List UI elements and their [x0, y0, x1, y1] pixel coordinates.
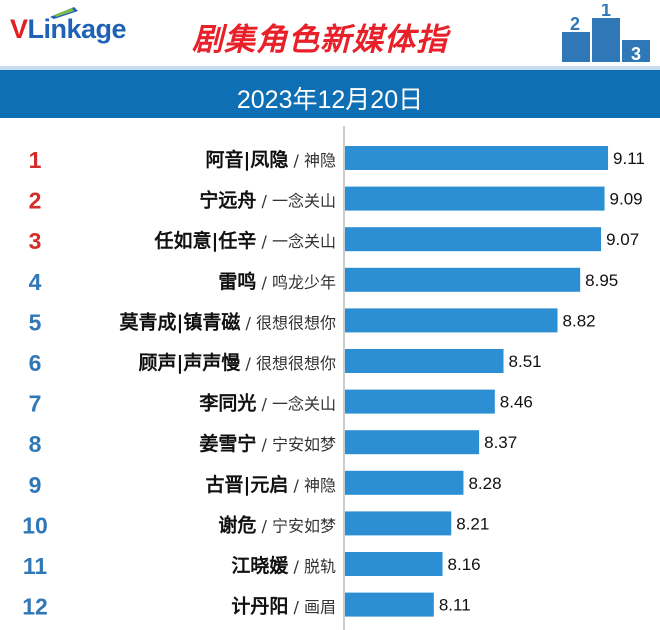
- category-label: 谢危 / 宁安如梦: [218, 513, 336, 536]
- data-bar: [345, 267, 581, 292]
- data-bar: [345, 146, 609, 170]
- data-bar: [345, 430, 480, 455]
- value-label: 8.37: [484, 433, 517, 452]
- label-separator: /: [256, 516, 272, 535]
- podium-label-1: 1: [601, 4, 611, 20]
- category-label: 宁远舟 / 一念关山: [199, 189, 336, 212]
- label-separator: /: [256, 395, 272, 414]
- category-label: 顾声|声声慢 / 很想很想你: [138, 351, 336, 374]
- value-label: 8.51: [509, 352, 542, 371]
- character-name: 李同光: [198, 392, 256, 415]
- character-name: 姜雪宁: [199, 432, 256, 455]
- value-label: 8.95: [585, 271, 618, 290]
- data-bar: [345, 349, 504, 373]
- character-name: 顾声|声声慢: [138, 351, 241, 374]
- podium-label-3: 3: [631, 44, 641, 62]
- value-label: 9.07: [606, 230, 639, 249]
- value-label: 8.82: [563, 311, 596, 330]
- character-name: 计丹阳: [231, 596, 288, 618]
- value-label: 8.28: [468, 474, 501, 493]
- value-label: 8.21: [456, 514, 489, 533]
- podium-label-2: 2: [570, 14, 580, 34]
- data-bar: [345, 511, 452, 536]
- ranking-bar-chart: 1 阿音|凤隐 / 神隐 9.11 2 宁远舟 / 一念关山 9.09 3 任如意|任辛 / …: [22, 126, 645, 630]
- character-name: 雷鸣: [218, 270, 256, 293]
- rank-number: 7: [29, 391, 42, 417]
- rank-number: 3: [29, 228, 42, 254]
- rank-number: 1: [29, 147, 42, 173]
- rank-number: 5: [29, 309, 42, 335]
- logo-link: Link: [27, 14, 82, 44]
- data-bar: [345, 592, 434, 617]
- rank-number: 2: [29, 188, 42, 214]
- data-bar: [345, 308, 558, 333]
- drama-name: 神隐: [304, 476, 336, 495]
- label-separator: /: [256, 232, 272, 251]
- logo-v: V: [10, 14, 28, 44]
- value-label: 9.09: [610, 190, 643, 209]
- rank-number: 11: [23, 553, 48, 579]
- drama-name: 宁安如梦: [272, 516, 336, 535]
- value-label: 8.46: [500, 393, 533, 412]
- label-separator: /: [288, 151, 304, 170]
- rank-number: 6: [29, 350, 42, 376]
- label-separator: /: [240, 313, 256, 332]
- label-separator: /: [288, 598, 304, 617]
- page-title: 剧集角色新媒体指: [192, 22, 448, 58]
- character-name: 宁远舟: [199, 189, 256, 212]
- data-bar: [345, 389, 495, 414]
- category-label: 江晓媛 / 脱轨: [231, 554, 336, 577]
- label-separator: /: [256, 192, 272, 211]
- value-label: 8.16: [448, 555, 481, 574]
- rank-number: 12: [22, 594, 48, 620]
- character-name: 任如意|任辛: [153, 229, 256, 252]
- vlinkage-logo: VLinkage: [10, 7, 127, 45]
- rank-number: 10: [22, 512, 48, 538]
- date-band: [0, 66, 660, 118]
- character-name: 古晋|元启: [205, 473, 288, 496]
- character-name: 莫青成|镇青磁: [119, 310, 240, 333]
- chart-date: 2023年12月20日: [236, 86, 424, 114]
- drama-name: 一念关山: [272, 395, 336, 414]
- rank-number: 9: [29, 472, 42, 498]
- logo-flag-icon: [50, 7, 78, 19]
- category-label: 阿音|凤隐 / 神隐: [205, 148, 336, 171]
- label-separator: /: [288, 557, 304, 576]
- drama-name: 宁安如梦: [272, 435, 336, 454]
- label-separator: /: [240, 354, 256, 373]
- drama-name: 很想很想你: [256, 313, 336, 332]
- label-separator: /: [256, 435, 272, 454]
- data-bar: [345, 470, 464, 495]
- category-label: 古晋|元启 / 神隐: [205, 473, 336, 496]
- podium-icon: 2 1 3: [562, 4, 650, 62]
- logo-age: age: [81, 14, 127, 44]
- data-bar: [345, 186, 605, 211]
- data-bar: [345, 552, 443, 576]
- category-label: 雷鸣 / 鸣龙少年: [218, 270, 336, 293]
- drama-name: 神隐: [304, 151, 336, 170]
- value-label: 9.11: [613, 149, 645, 168]
- drama-name: 一念关山: [272, 232, 336, 251]
- category-label: 李同光 / 一念关山: [198, 392, 336, 415]
- drama-name: 画眉: [304, 598, 336, 617]
- label-separator: /: [256, 273, 272, 292]
- character-name: 阿音|凤隐: [205, 148, 288, 171]
- category-label: 莫青成|镇青磁 / 很想很想你: [119, 310, 336, 333]
- rank-number: 8: [29, 431, 42, 457]
- category-label: 任如意|任辛 / 一念关山: [153, 229, 336, 252]
- drama-name: 一念关山: [272, 192, 336, 211]
- date-band-top-line: [0, 66, 660, 70]
- character-name: 江晓媛: [231, 554, 289, 577]
- character-name: 谢危: [218, 513, 256, 536]
- drama-name: 很想很想你: [256, 354, 336, 373]
- drama-name: 脱轨: [304, 557, 336, 576]
- category-label: 计丹阳 / 画眉: [231, 596, 336, 618]
- category-label: 姜雪宁 / 宁安如梦: [199, 432, 336, 455]
- rank-number: 4: [29, 269, 42, 295]
- value-label: 8.11: [439, 596, 471, 615]
- data-bar: [345, 227, 602, 252]
- label-separator: /: [288, 476, 304, 495]
- drama-name: 鸣龙少年: [272, 273, 336, 292]
